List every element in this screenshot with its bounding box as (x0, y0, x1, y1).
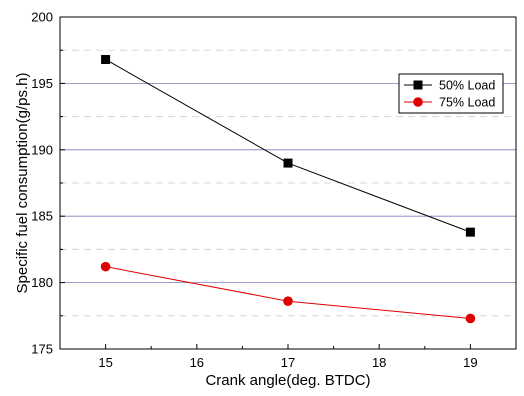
series-1 (101, 54, 475, 237)
series-2 (100, 261, 476, 324)
y-tick-label: 185 (31, 209, 53, 224)
data-point (465, 227, 475, 237)
legend: 50% Load 75% Load (398, 73, 504, 114)
y-tick-label: 195 (31, 76, 53, 91)
legend-label: 75% Load (439, 96, 495, 110)
data-point (465, 313, 476, 324)
y-axis-title: Specific fuel consumption(g/ps.h) (14, 73, 31, 294)
y-tick-label: 175 (31, 342, 53, 357)
y-tick-label: 180 (31, 275, 53, 290)
y-tick-label: 200 (31, 10, 53, 25)
legend-marker (413, 80, 423, 90)
legend-marker (413, 97, 423, 107)
x-tick-label: 19 (463, 355, 477, 370)
legend-item: 50% Load (404, 79, 495, 93)
data-point (101, 54, 111, 64)
series-line (105, 266, 471, 319)
y-tick-label: 190 (31, 142, 53, 157)
data-point (100, 261, 111, 272)
legend-label: 50% Load (439, 79, 495, 93)
x-tick-label: 16 (190, 355, 204, 370)
grid-lines (60, 49, 516, 317)
x-tick-label: 18 (372, 355, 386, 370)
data-point (283, 296, 293, 306)
legend-item: 75% Load (404, 96, 495, 110)
data-point (283, 158, 293, 168)
plot-series (100, 54, 476, 324)
x-tick-label: 15 (98, 355, 112, 370)
x-tick-label: 17 (281, 355, 295, 370)
axes: 175 180 185 190 195 200 15 16 17 18 19 (31, 10, 477, 371)
x-axis-title: Crank angle(deg. BTDC) (205, 372, 370, 389)
